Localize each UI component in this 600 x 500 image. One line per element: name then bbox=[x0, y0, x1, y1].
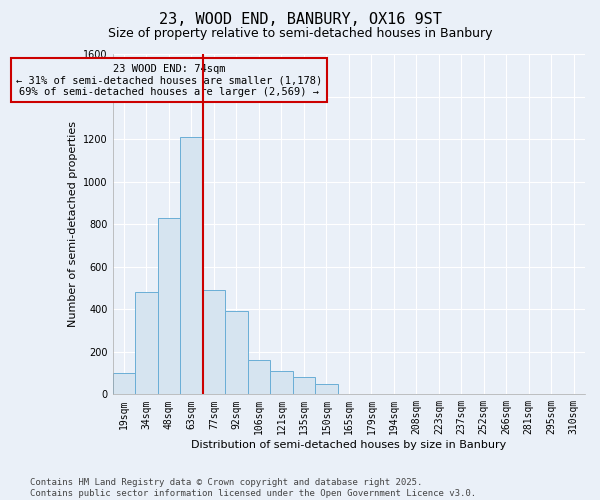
Bar bbox=[248, 360, 270, 394]
X-axis label: Distribution of semi-detached houses by size in Banbury: Distribution of semi-detached houses by … bbox=[191, 440, 506, 450]
Bar bbox=[293, 378, 315, 394]
Bar bbox=[315, 384, 338, 394]
Bar bbox=[270, 371, 293, 394]
Bar bbox=[113, 373, 135, 394]
Bar bbox=[180, 137, 203, 394]
Bar bbox=[225, 312, 248, 394]
Y-axis label: Number of semi-detached properties: Number of semi-detached properties bbox=[68, 121, 78, 327]
Text: Contains HM Land Registry data © Crown copyright and database right 2025.
Contai: Contains HM Land Registry data © Crown c… bbox=[30, 478, 476, 498]
Text: Size of property relative to semi-detached houses in Banbury: Size of property relative to semi-detach… bbox=[108, 28, 492, 40]
Text: 23 WOOD END: 74sqm
← 31% of semi-detached houses are smaller (1,178)
69% of semi: 23 WOOD END: 74sqm ← 31% of semi-detache… bbox=[16, 64, 322, 97]
Bar bbox=[158, 218, 180, 394]
Bar bbox=[135, 292, 158, 394]
Text: 23, WOOD END, BANBURY, OX16 9ST: 23, WOOD END, BANBURY, OX16 9ST bbox=[158, 12, 442, 28]
Bar bbox=[203, 290, 225, 395]
